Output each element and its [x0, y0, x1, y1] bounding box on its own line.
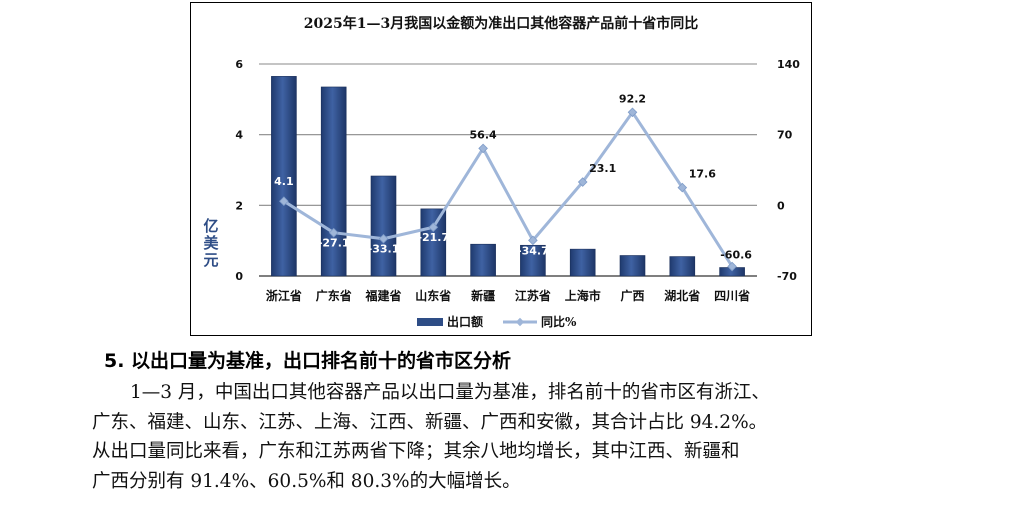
- bar: [619, 255, 646, 277]
- bar: [420, 208, 447, 277]
- y-axis-title-char: 美: [203, 234, 219, 252]
- line-point: [428, 222, 439, 233]
- line-point: [627, 107, 638, 118]
- legend-label: 同比%: [541, 314, 577, 329]
- data-label: 4.1: [274, 175, 294, 188]
- line-point: [528, 235, 538, 246]
- y-axis-title-char: 元: [203, 251, 218, 269]
- chart-frame: 2025年1—3月我国以金额为准出口其他容器产品前十省市同比 4.1 -27.1 -…: [190, 2, 812, 336]
- paragraph-line: 从出口量同比来看，广东和江苏两省下降；其余八地均增长，其中江西、新疆和: [92, 441, 740, 462]
- x-tick-label: 广西: [620, 288, 644, 303]
- line-point: [478, 143, 488, 154]
- line-series: [283, 110, 734, 268]
- bar: [520, 244, 546, 277]
- data-label: -33.1: [368, 243, 400, 256]
- section-heading: 5. 以出口量为基准，出口排名前十的省市区分析: [104, 350, 512, 372]
- y2-tick-label: -70: [777, 270, 797, 283]
- x-tick-label: 四川省: [714, 288, 750, 303]
- bar: [370, 175, 397, 277]
- line-point: [727, 261, 737, 272]
- x-tick-label: 新疆: [471, 288, 495, 303]
- data-label: -27.1: [318, 237, 350, 250]
- paragraph-line: 1—3 月，中国出口其他容器产品以出口量为基准，排名前十的省市区有浙江、: [130, 382, 770, 403]
- data-label: 17.6: [689, 168, 716, 181]
- data-label: 92.2: [619, 92, 646, 105]
- line-point: [378, 233, 389, 244]
- bar: [669, 256, 696, 277]
- data-label: -60.6: [720, 249, 752, 262]
- chart-svg: 2025年1—3月我国以金额为准出口其他容器产品前十省市同比 4.1 -27.1 -…: [203, 15, 800, 329]
- y-tick-label: 4: [235, 129, 243, 142]
- y2-tick-label: 70: [777, 129, 793, 142]
- chart-title: 2025年1—3月我国以金额为准出口其他容器产品前十省市同比: [304, 15, 698, 32]
- y-axis-title-char: 亿: [203, 217, 218, 235]
- x-tick-label: 广东省: [316, 288, 352, 303]
- data-label: 23.1: [589, 162, 616, 175]
- legend-line-marker: [515, 317, 525, 327]
- x-tick-label: 浙江省: [266, 288, 302, 303]
- y2-tick-label: 140: [777, 58, 800, 71]
- legend-label: 出口额: [447, 314, 483, 329]
- x-tick-label: 福建省: [364, 288, 401, 303]
- bar: [320, 86, 347, 277]
- y-tick-label: 0: [235, 270, 243, 283]
- paragraph-line: 广西分别有 91.4%、60.5%和 80.3%的大幅增长。: [92, 470, 521, 492]
- y-tick-label: 2: [235, 199, 243, 212]
- x-tick-label: 上海市: [565, 288, 601, 303]
- line-point: [677, 182, 688, 193]
- data-label: 56.4: [470, 128, 497, 141]
- y-tick-label: 6: [235, 58, 243, 71]
- line-point: [328, 227, 339, 238]
- data-label: -34.7: [517, 244, 549, 257]
- bar: [470, 243, 496, 277]
- line-point: [577, 177, 588, 187]
- data-label: -21.7: [417, 231, 449, 244]
- y2-tick-label: 0: [777, 199, 785, 212]
- legend-bar-swatch: [417, 318, 443, 326]
- x-tick-label: 江苏省: [515, 288, 551, 303]
- bar: [271, 76, 297, 277]
- body-paragraph: 1—3 月，中国出口其他容器产品以出口量为基准，排名前十的省市区有浙江、 广东、…: [92, 378, 942, 496]
- bar: [569, 248, 596, 277]
- x-tick-label: 湖北省: [664, 288, 700, 303]
- x-tick-label: 山东省: [415, 288, 451, 303]
- paragraph-line: 广东、福建、山东、江苏、上海、江西、新疆、广西和安徽，其合计占比 94.2%。: [92, 411, 768, 433]
- line-point: [279, 196, 289, 207]
